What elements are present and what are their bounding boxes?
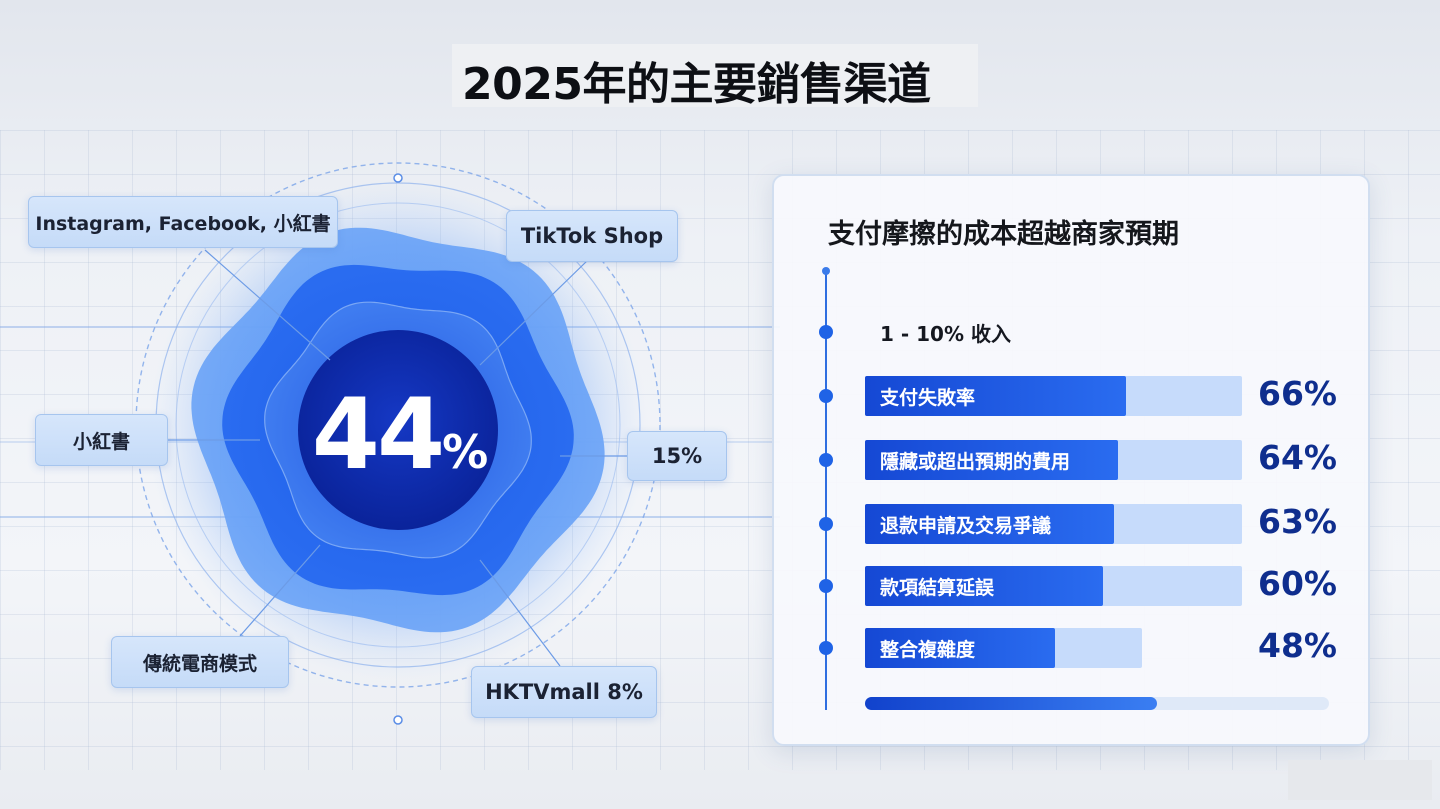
label-social-channels-text: Instagram, Facebook, 小紅書 xyxy=(35,212,331,235)
timeline-dot-income xyxy=(819,325,833,339)
label-tiktok-shop: TikTok Shop xyxy=(506,210,678,262)
bar-track: 退款申請及交易爭議 xyxy=(865,504,1242,544)
label-15-percent-text: 15% xyxy=(651,444,703,468)
bar-value-label: 66% xyxy=(1258,374,1337,413)
bar-category-label: 退款申請及交易爭議 xyxy=(880,514,1052,537)
bar-fill xyxy=(865,376,1126,416)
bar-fill xyxy=(865,566,1103,606)
label-tiktok-shop-text: TikTok Shop xyxy=(520,224,664,248)
page-title: 2025年的主要銷售渠道 xyxy=(462,59,931,110)
bar-value-label: 64% xyxy=(1258,438,1337,477)
ring-decorations xyxy=(0,162,780,725)
connector-tiktok xyxy=(479,257,591,366)
label-xiaohongshu-text: 小紅書 xyxy=(72,430,130,453)
bar-track: 款項結算延誤 xyxy=(865,566,1242,606)
connector-social xyxy=(204,249,331,361)
timeline-dot xyxy=(819,517,833,531)
progress-track xyxy=(865,697,1329,710)
label-xiaohongshu: 小紅書 xyxy=(35,414,168,466)
timeline-dot xyxy=(819,641,833,655)
bar-category-label: 支付失敗率 xyxy=(880,386,976,409)
center-value-number: 44 xyxy=(311,378,445,492)
connector-traditional xyxy=(239,544,321,637)
bar-fill xyxy=(865,440,1118,480)
ring-core xyxy=(298,330,498,530)
timeline-dot xyxy=(819,389,833,403)
sales-channel-ring-chart xyxy=(0,162,780,725)
bar-value-label: 48% xyxy=(1258,626,1337,665)
bar-value-label: 60% xyxy=(1258,564,1337,603)
card-title: 支付摩擦的成本超越商家預期 xyxy=(828,219,1179,250)
bar-track: 整合複雜度 xyxy=(865,628,1142,668)
bar-category-label: 整合複雜度 xyxy=(880,638,976,661)
income-label: 1 - 10% 收入 xyxy=(880,322,1011,346)
bar-fill xyxy=(865,504,1114,544)
progress-fill xyxy=(865,697,1158,710)
timeline-line xyxy=(825,270,827,710)
bar-category-label: 隱藏或超出預期的費用 xyxy=(880,450,1071,473)
label-15-percent: 15% xyxy=(627,431,727,481)
label-hktvmall: HKTVmall 8% xyxy=(471,666,657,718)
label-traditional-ecommerce-text: 傳統電商模式 xyxy=(142,652,257,675)
center-value: 44% xyxy=(300,378,500,492)
corner-block xyxy=(1288,760,1432,800)
bar-track: 隱藏或超出預期的費用 xyxy=(865,440,1242,480)
label-social-channels: Instagram, Facebook, 小紅書 xyxy=(28,196,338,248)
label-traditional-ecommerce: 傳統電商模式 xyxy=(111,636,289,688)
title-background xyxy=(452,44,978,107)
timeline-dot xyxy=(819,579,833,593)
bar-category-label: 款項結算延誤 xyxy=(880,576,995,599)
timeline-start-dot xyxy=(822,267,830,275)
bar-track: 支付失敗率 xyxy=(865,376,1242,416)
timeline-dot xyxy=(819,453,833,467)
connector-hktv xyxy=(479,559,561,667)
bar-fill xyxy=(865,628,1055,668)
bar-value-label: 63% xyxy=(1258,502,1337,541)
label-hktvmall-text: HKTVmall 8% xyxy=(485,680,643,704)
circle-marker-bottom xyxy=(393,715,403,725)
center-value-unit: % xyxy=(442,425,489,479)
